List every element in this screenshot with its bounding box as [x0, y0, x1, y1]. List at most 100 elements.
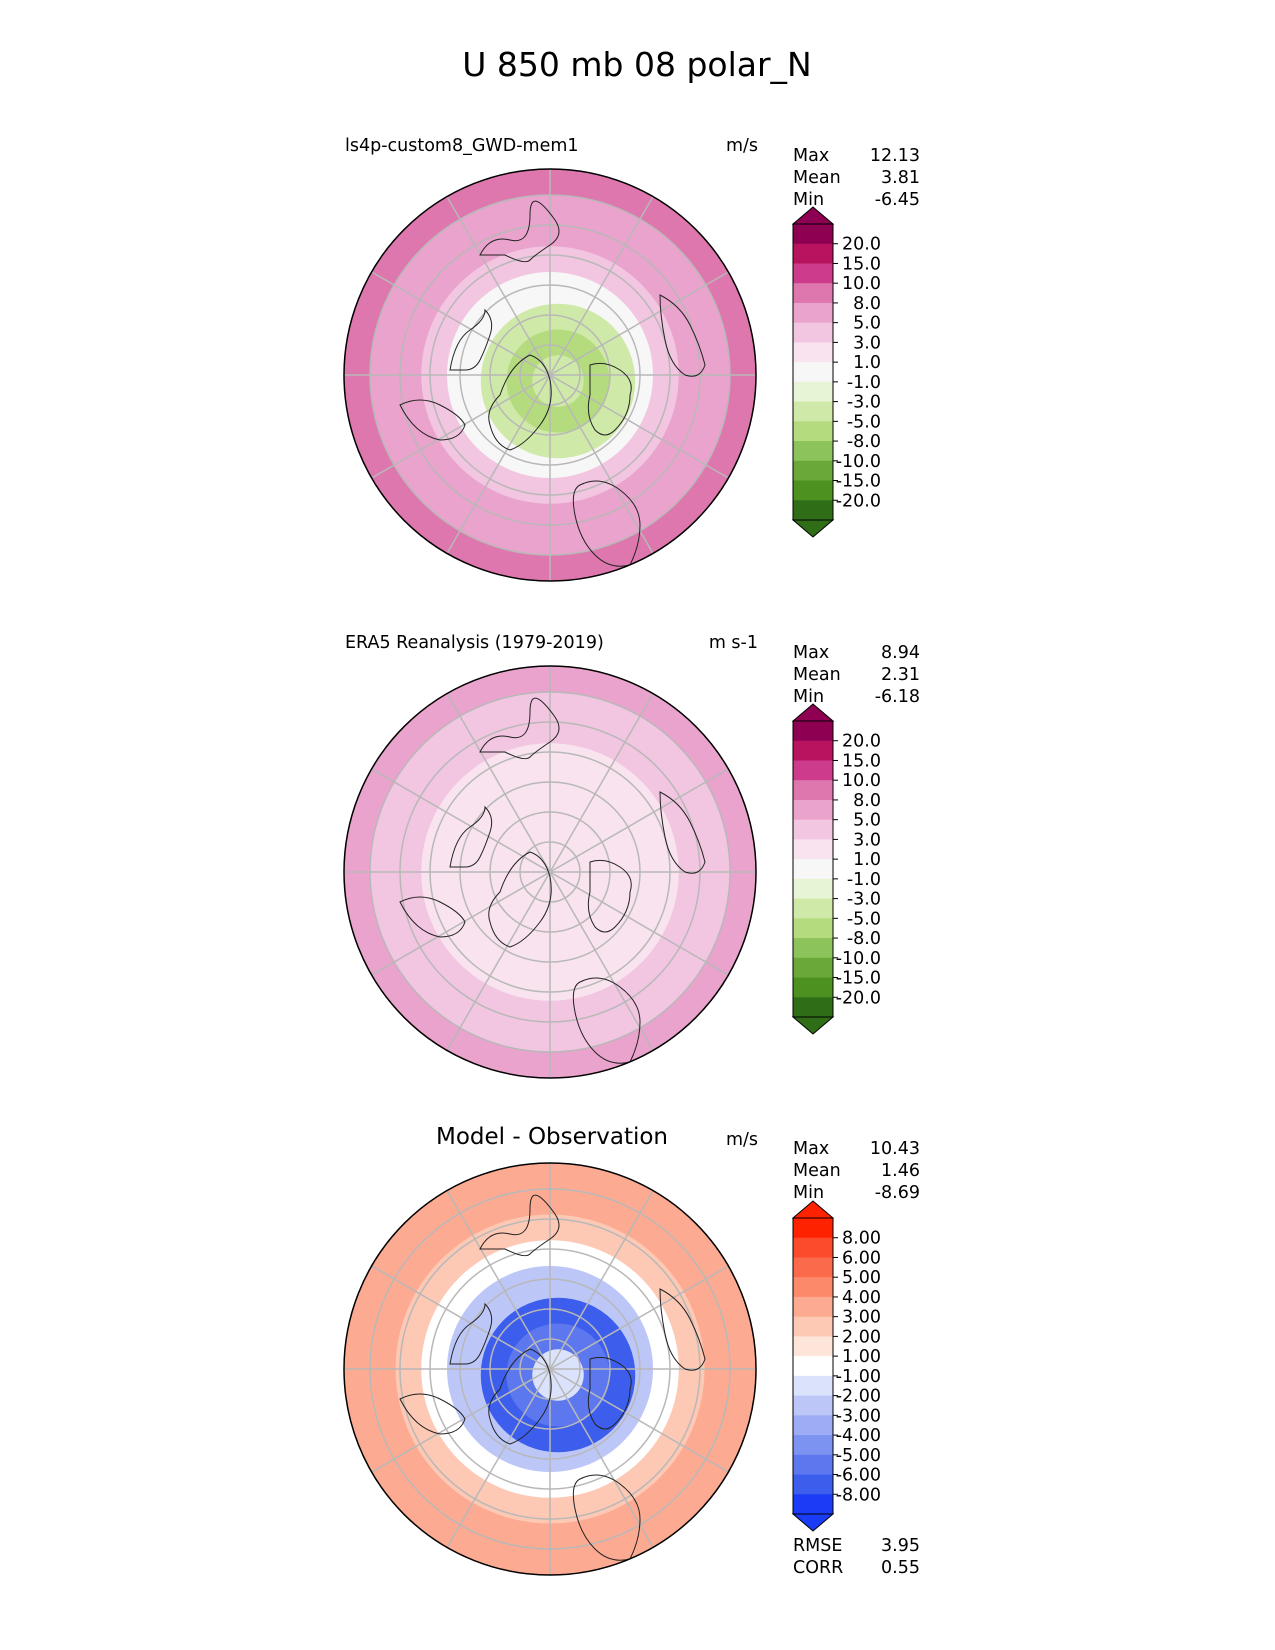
colorbar-segment — [793, 224, 833, 245]
graticule — [344, 1163, 756, 1575]
colorbar-tick-label: 15.0 — [842, 254, 881, 274]
panel-diff-stats: Max 10.43 Mean 1.46 Min -8.69 — [793, 1139, 920, 1203]
map-frame — [343, 1162, 757, 1576]
colorbar-segment — [793, 1218, 833, 1239]
colorbar-segment — [793, 243, 833, 264]
colorbar-segment — [793, 957, 833, 979]
panel-model-stats: Max 12.13 Mean 3.81 Min -6.45 — [793, 146, 920, 210]
stat-label-min: Min — [793, 190, 824, 210]
colorbar-frame — [792, 1217, 834, 1515]
colorbar-segment — [793, 460, 833, 482]
colorbar-segment — [793, 1277, 833, 1298]
colorbar-tick-label: -20.0 — [836, 988, 881, 1008]
colorbar-tick-label: 3.00 — [842, 1308, 881, 1328]
colorbar-tick-label: -4.00 — [836, 1426, 881, 1446]
map-frame — [343, 665, 757, 1079]
stat-label-corr: CORR — [793, 1558, 843, 1578]
colorbar-segment — [793, 799, 833, 821]
colorbar-tick-label: -8.0 — [847, 432, 881, 452]
colorbar-tick-label: 20.0 — [842, 235, 881, 255]
colorbar-tick-label: 8.0 — [853, 791, 881, 811]
colorbar-segment — [793, 1336, 833, 1357]
panel-diff-map — [343, 1162, 757, 1576]
stat-value-max: 12.13 — [870, 146, 920, 166]
colorbar-segment — [793, 898, 833, 919]
colorbar-segment — [793, 401, 833, 422]
colorbar-segment — [793, 878, 833, 900]
stat-value-corr: 0.55 — [881, 1558, 920, 1578]
figure-title: U 850 mb 08 polar_N — [462, 45, 811, 84]
colorbar-segment — [793, 859, 833, 880]
colorbar-tick-label: 10.0 — [842, 771, 881, 791]
colorbar-tick-label: -3.00 — [836, 1406, 881, 1426]
colorbar-segment — [793, 839, 833, 860]
stat-value-min: -6.45 — [875, 190, 920, 210]
colorbar-tick-label: 4.00 — [842, 1288, 881, 1308]
colorbar-tick-label: -1.0 — [847, 373, 881, 393]
colorbar-tick-label: 15.0 — [842, 751, 881, 771]
panel-model-map — [343, 168, 757, 582]
colorbar-tick-label: 1.0 — [853, 353, 881, 373]
panel-obs-title: ERA5 Reanalysis (1979-2019) — [345, 633, 604, 653]
colorbar-tick-label: 20.0 — [842, 732, 881, 752]
colorbar-segment — [793, 918, 833, 939]
colorbar-tick-label: -6.00 — [836, 1466, 881, 1486]
colorbar-segment — [793, 997, 833, 1018]
colorbar-segment — [793, 760, 833, 781]
panel-diff-units: m/s — [726, 1130, 758, 1150]
colorbar-tick-label: 1.00 — [842, 1347, 881, 1367]
panel-model-colorbar: 20.015.010.08.05.03.01.0-1.0-3.0-5.0-8.0… — [791, 206, 881, 538]
panel-obs: ERA5 Reanalysis (1979-2019) m s-1 Max 8.… — [343, 633, 920, 1079]
colorbar-tick-label: 5.00 — [842, 1268, 881, 1288]
colorbar-segment — [793, 1356, 833, 1377]
panel-obs-stats: Max 8.94 Mean 2.31 Min -6.18 — [793, 643, 920, 707]
colorbar-segment — [793, 500, 833, 521]
stat-label-mean: Mean — [793, 168, 841, 188]
colorbar-segment — [793, 1454, 833, 1476]
colorbar-tick-label: 5.0 — [853, 314, 881, 334]
coastlines — [399, 200, 706, 567]
stat-label-mean: Mean — [793, 665, 841, 685]
colorbar-tick-label: 5.0 — [853, 811, 881, 831]
colorbar-segment — [793, 263, 833, 284]
panel-diff-colorbar: 8.006.005.004.003.002.001.00-1.00-2.00-3… — [791, 1200, 881, 1532]
colorbar-segment — [793, 342, 833, 363]
stat-label-min: Min — [793, 1183, 824, 1203]
stat-label-max: Max — [793, 643, 829, 663]
panel-diff-extra-stats: RMSE 3.95 CORR 0.55 — [793, 1536, 920, 1578]
colorbar-tick-label: -8.00 — [836, 1485, 881, 1505]
stat-label-mean: Mean — [793, 1161, 841, 1181]
stat-value-max: 8.94 — [881, 643, 920, 663]
colorbar-tick-label: -3.0 — [847, 890, 881, 910]
colorbar-segment — [793, 302, 833, 324]
stat-label-max: Max — [793, 146, 829, 166]
stat-value-max: 10.43 — [870, 1139, 920, 1159]
colorbar-segment — [793, 362, 833, 383]
panel-model-title: ls4p-custom8_GWD-mem1 — [345, 136, 579, 156]
colorbar-tick-label: -15.0 — [836, 472, 881, 492]
colorbar-segment — [793, 283, 833, 304]
colorbar-tick-label: 3.0 — [853, 333, 881, 353]
stat-value-rmse: 3.95 — [881, 1536, 920, 1556]
colorbar-segment — [793, 1395, 833, 1416]
colorbar-tick-label: -1.00 — [836, 1367, 881, 1387]
colorbar-segment — [793, 780, 833, 801]
panel-diff: Model - Observation m/s Max 10.43 Mean 1… — [343, 1124, 920, 1578]
graticule — [344, 666, 756, 1078]
colorbar-tick-label: 3.0 — [853, 830, 881, 850]
colorbar-segment — [793, 1316, 833, 1337]
stat-value-min: -6.18 — [875, 687, 920, 707]
stat-label-rmse: RMSE — [793, 1536, 842, 1556]
colorbar-segment — [793, 1435, 833, 1456]
stat-value-mean: 1.46 — [881, 1161, 920, 1181]
colorbar-tick-label: -20.0 — [836, 491, 881, 511]
colorbar-segment — [793, 480, 833, 501]
colorbar-tick-label: 8.00 — [842, 1229, 881, 1249]
colorbar-tick-label: 10.0 — [842, 274, 881, 294]
colorbar-frame — [792, 223, 834, 521]
panel-obs-units: m s-1 — [709, 633, 758, 653]
colorbar-segment — [793, 1494, 833, 1515]
colorbar-segment — [793, 977, 833, 998]
colorbar-tick-label: -15.0 — [836, 969, 881, 989]
